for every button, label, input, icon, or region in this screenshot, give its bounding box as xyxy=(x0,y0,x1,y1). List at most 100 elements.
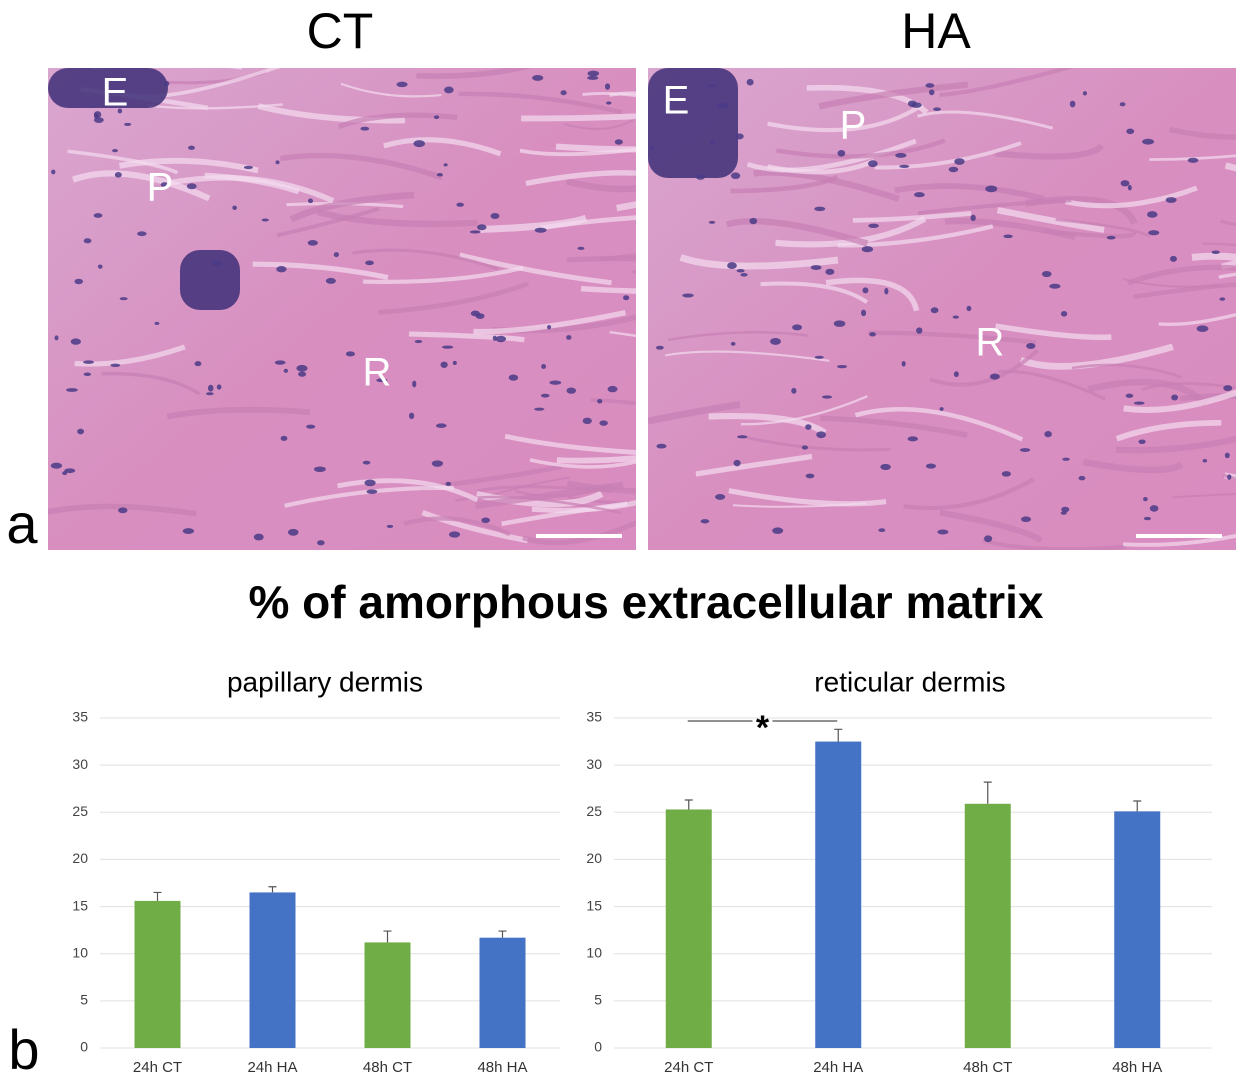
nucleus xyxy=(448,531,461,538)
fiber xyxy=(740,395,868,426)
nucleus xyxy=(708,220,716,224)
nucleus xyxy=(833,320,846,327)
nucleus xyxy=(587,70,600,77)
x-tick-label: 48h CT xyxy=(963,1059,1012,1076)
fiber xyxy=(837,224,994,248)
fiber xyxy=(459,252,612,286)
nucleus xyxy=(541,363,547,369)
fiber xyxy=(479,214,588,233)
nucleus xyxy=(1187,157,1199,163)
nucleus xyxy=(1041,271,1052,278)
nucleus xyxy=(1146,211,1158,218)
fiber xyxy=(317,209,478,227)
y-tick-label: 30 xyxy=(72,756,88,772)
nucleus xyxy=(868,223,879,228)
fiber xyxy=(421,509,529,544)
nucleus xyxy=(119,297,128,301)
nucleus xyxy=(207,384,214,392)
nucleus xyxy=(1003,234,1013,239)
nucleus xyxy=(948,166,959,173)
nucleus xyxy=(1169,255,1177,262)
fiber xyxy=(525,170,636,187)
fiber xyxy=(609,91,636,97)
nucleus xyxy=(730,172,741,180)
panel-label: b xyxy=(8,1018,39,1081)
region-label: P xyxy=(147,166,174,210)
nucleus xyxy=(706,84,718,88)
fiber xyxy=(740,434,891,452)
nucleus xyxy=(118,507,128,514)
nucleus xyxy=(746,78,754,86)
nucleus xyxy=(953,371,959,378)
nucleus xyxy=(205,392,214,396)
error-bar xyxy=(983,781,992,804)
fiber xyxy=(695,453,813,477)
nucleus xyxy=(413,140,425,148)
nucleus xyxy=(164,81,170,87)
epidermis xyxy=(48,68,168,108)
fiber xyxy=(92,68,243,71)
nucleus xyxy=(925,463,937,469)
nucleus xyxy=(408,412,415,420)
fiber xyxy=(582,92,636,98)
nucleus xyxy=(64,468,76,474)
nucleus xyxy=(345,351,355,357)
nucleus xyxy=(599,420,608,426)
bar xyxy=(364,942,411,1048)
chart-title: reticular dermis xyxy=(814,666,1005,697)
fiber xyxy=(565,178,636,193)
fiber xyxy=(1115,435,1236,454)
nucleus xyxy=(1219,297,1226,301)
nucleus xyxy=(1082,91,1087,96)
nucleus xyxy=(970,214,976,222)
nucleus xyxy=(276,266,287,273)
bar xyxy=(134,900,181,1048)
fiber xyxy=(257,103,406,124)
fiber xyxy=(166,406,311,420)
fiber xyxy=(458,91,623,115)
nucleus xyxy=(1001,471,1011,477)
fiber xyxy=(679,254,839,270)
nucleus xyxy=(469,230,481,234)
nucleus xyxy=(433,115,440,120)
nucleus xyxy=(1171,394,1179,401)
nucleus xyxy=(614,139,623,145)
fiber xyxy=(894,183,1045,202)
y-tick-label: 35 xyxy=(72,709,88,725)
fiber xyxy=(252,261,389,281)
fiber xyxy=(995,323,1112,341)
fiber xyxy=(728,488,887,507)
nucleus xyxy=(1148,230,1160,236)
nucleus xyxy=(1202,458,1208,463)
fiber xyxy=(825,277,920,312)
bar xyxy=(1114,811,1161,1048)
nucleus xyxy=(534,407,545,411)
region-label: P xyxy=(840,104,867,148)
nucleus xyxy=(532,74,544,81)
nucleus xyxy=(186,183,197,190)
y-tick-label: 5 xyxy=(80,992,88,1008)
epidermis xyxy=(648,68,738,178)
nucleus xyxy=(816,431,827,439)
nucleus xyxy=(1127,184,1132,191)
fiber xyxy=(668,330,809,342)
nucleus xyxy=(366,489,378,494)
nucleus xyxy=(1126,128,1135,135)
nucleus xyxy=(307,198,314,204)
nucleus xyxy=(435,423,447,428)
fiber xyxy=(648,401,741,425)
nucleus xyxy=(154,321,160,325)
nucleus xyxy=(549,380,562,385)
fiber xyxy=(408,331,525,343)
nucleus xyxy=(984,535,993,543)
error-bar xyxy=(268,886,277,893)
fiber xyxy=(1127,264,1236,286)
fiber xyxy=(1149,154,1236,161)
nucleus xyxy=(939,407,944,411)
nucleus xyxy=(655,345,664,350)
nucleus xyxy=(495,335,507,343)
nucleus xyxy=(1060,311,1068,317)
nucleus xyxy=(925,83,935,88)
fiber xyxy=(903,477,1035,511)
nucleus xyxy=(649,146,654,151)
